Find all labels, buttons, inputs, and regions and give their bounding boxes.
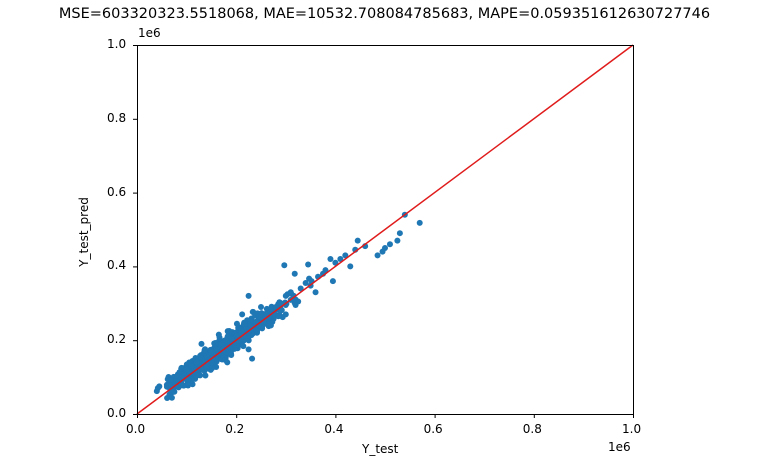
data-point <box>245 292 252 299</box>
data-point <box>287 289 294 296</box>
data-point <box>233 332 240 339</box>
data-point <box>193 359 200 366</box>
scatter-points <box>153 211 423 401</box>
data-point <box>282 311 289 318</box>
data-point <box>327 256 334 263</box>
data-point <box>213 346 220 353</box>
data-point <box>253 318 260 325</box>
data-point <box>193 372 200 379</box>
data-point <box>416 219 423 226</box>
data-point <box>240 343 247 350</box>
data-point <box>272 303 279 310</box>
data-point <box>239 311 246 318</box>
y-tick-label: 1.0 <box>107 37 127 51</box>
data-point <box>168 394 175 401</box>
data-point <box>228 351 235 358</box>
data-point <box>342 252 349 259</box>
data-point <box>188 363 195 370</box>
data-point <box>337 256 344 263</box>
data-point <box>347 263 354 270</box>
data-point <box>297 285 304 292</box>
data-point <box>278 307 285 314</box>
data-point <box>379 248 386 255</box>
data-point <box>203 364 210 371</box>
data-point <box>208 348 215 355</box>
data-point <box>386 241 393 248</box>
data-point <box>282 292 289 299</box>
data-point <box>198 340 205 347</box>
data-point <box>394 237 401 244</box>
data-point <box>164 394 171 401</box>
data-point <box>396 230 403 237</box>
data-point <box>277 300 284 307</box>
data-point <box>241 321 248 328</box>
identity-line <box>136 44 634 415</box>
data-point <box>291 270 298 277</box>
x-tick-label: 0.0 <box>126 422 146 436</box>
data-point <box>374 252 381 259</box>
data-point <box>312 289 319 296</box>
data-point <box>202 372 209 379</box>
data-point <box>254 327 261 334</box>
data-point <box>258 311 264 318</box>
data-point <box>209 360 216 367</box>
data-point <box>262 311 269 318</box>
data-point <box>258 303 264 310</box>
data-point <box>267 305 274 312</box>
data-point <box>275 313 282 320</box>
data-point <box>218 340 225 347</box>
data-point <box>224 359 231 366</box>
data-point <box>281 262 288 269</box>
data-point <box>188 377 195 384</box>
data-point <box>223 337 230 344</box>
data-point <box>203 353 210 360</box>
y-tick-label: 0.0 <box>107 406 127 420</box>
x-tick-label: 0.6 <box>423 422 443 436</box>
y-offset-text: 1e6 <box>138 26 161 40</box>
data-point <box>305 261 312 268</box>
x-tick-label: 0.4 <box>324 422 344 436</box>
y-tick-label: 0.8 <box>107 110 127 125</box>
axes-frame <box>137 45 634 415</box>
y-tick-label: 0.6 <box>107 184 127 199</box>
y-axis-label: Y_test_pred <box>77 197 91 267</box>
data-point <box>295 298 302 305</box>
x-tick-label: 1.0 <box>622 422 642 436</box>
x-tick-label: 0.8 <box>522 422 542 436</box>
data-point <box>332 259 339 266</box>
x-tick-label: 0.2 <box>225 422 245 436</box>
y-tick-label: 0.2 <box>107 332 127 347</box>
data-point <box>354 237 361 244</box>
data-point <box>249 355 256 362</box>
axis-ticks <box>133 45 634 418</box>
data-point <box>329 278 336 285</box>
data-point <box>228 335 235 342</box>
chart-title: MSE=603320323.5518068, MAE=10532.7080847… <box>58 6 711 22</box>
data-point <box>302 280 309 287</box>
y-tick-label: 0.4 <box>107 258 127 273</box>
data-point <box>183 366 190 373</box>
data-point <box>198 355 205 362</box>
data-point <box>202 347 209 354</box>
data-point <box>238 327 245 334</box>
x-offset-text: 1e6 <box>608 440 631 454</box>
x-axis-label: Y_test <box>362 442 399 456</box>
data-point <box>267 322 274 329</box>
data-point <box>245 346 252 353</box>
data-point <box>215 331 222 338</box>
data-point <box>243 326 250 333</box>
data-point <box>209 364 216 371</box>
data-point <box>248 322 255 329</box>
data-point <box>156 383 163 390</box>
